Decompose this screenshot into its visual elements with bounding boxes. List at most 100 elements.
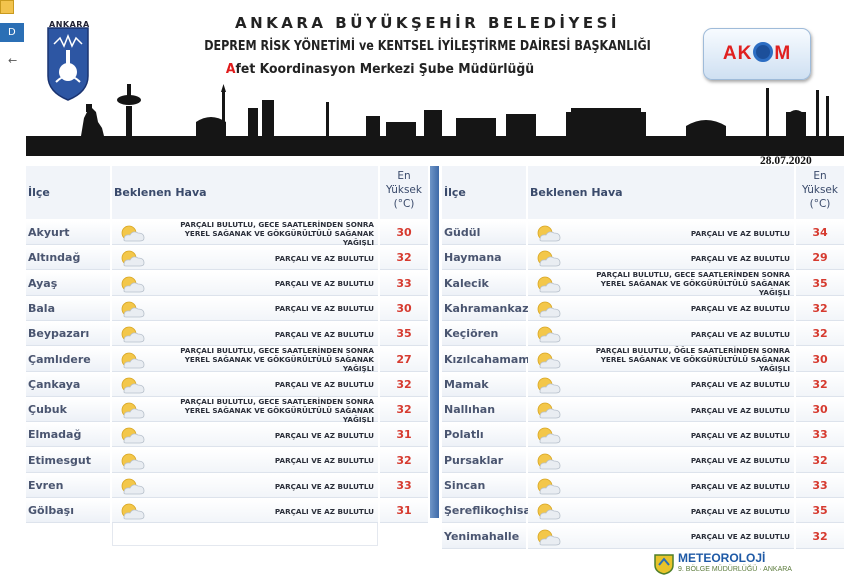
district-name: Etimesgut [26,448,110,473]
partly-cloudy-icon [537,427,561,444]
table-row: Güdül PARÇALI VE AZ BULUTLU 34 [442,221,844,245]
partly-cloudy-icon [121,503,145,520]
forecast-text: PARÇALI VE AZ BULUTLU [274,456,374,466]
table-row: Pursaklar PARÇALI VE AZ BULUTLU 32 [442,448,844,473]
forecast-text: PARÇALI VE AZ BULUTLU [690,380,790,390]
forecast-text: PARÇALI VE AZ BULUTLU [274,279,374,289]
table-row: Elmadağ PARÇALI VE AZ BULUTLU 31 [26,423,428,448]
akom-o-icon [753,42,774,62]
forecast-text: PARÇALI VE AZ BULUTLU [690,304,790,314]
max-temp: 27 [380,347,428,372]
table-row: Yenimahalle PARÇALI VE AZ BULUTLU 32 [442,524,844,549]
table-row: Gölbaşı PARÇALI VE AZ BULUTLU 31 [26,499,428,524]
partly-cloudy-icon [121,276,145,292]
forecast-text: PARÇALI VE AZ BULUTLU [274,253,374,263]
forecast-cell: PARÇALI VE AZ BULUTLU [112,271,378,296]
forecast-text: PARÇALI VE AZ BULUTLU [274,481,374,491]
table-row: Evren PARÇALI VE AZ BULUTLU 33 [26,474,428,498]
partly-cloudy-icon [537,225,561,242]
meteoroloji-logo: METEOROLOJİ 9. BÖLGE MÜDÜRLÜĞÜ · ANKARA [654,551,792,579]
forecast-cell: PARÇALI VE AZ BULUTLU [528,221,794,245]
max-temp: 32 [796,322,844,347]
table-row: Mamak PARÇALI VE AZ BULUTLU 32 [442,372,844,397]
forecast-cell: PARÇALI VE AZ BULUTLU [528,474,794,498]
forecast-text: PARÇALI VE AZ BULUTLU [274,506,374,516]
district-name: Kızılcahamam [442,347,530,372]
forecast-cell: PARÇALI VE AZ BULUTLU [112,448,378,473]
unit-title: Afet Koordinasyon Merkezi Şube Müdürlüğü [168,61,591,77]
forecast-cell: PARÇALI BULUTLU, GECE SAATLERİNDEN SONRA… [112,220,378,247]
partly-cloudy-icon [121,377,145,394]
forecast-text: PARÇALI BULUTLU, GECE SAATLERİNDEN SONRA… [180,396,374,424]
meteoroloji-sub: 9. BÖLGE MÜDÜRLÜĞÜ · ANKARA [678,566,792,573]
forecast-text: PARÇALI VE AZ BULUTLU [690,481,790,491]
forecast-text: PARÇALI VE AZ BULUTLU [274,329,374,339]
partly-cloudy-icon [537,453,561,470]
akom-left: AK [722,43,753,64]
forecast-cell: PARÇALI VE AZ BULUTLU [112,322,378,347]
ankara-logo-icon [47,27,89,101]
table-row: Çankaya PARÇALI VE AZ BULUTLU 32 [26,372,428,397]
district-name: Nallıhan [442,398,526,423]
partly-cloudy-icon [121,326,145,343]
forecast-cell: PARÇALI VE AZ BULUTLU [112,246,378,271]
folder-icon[interactable] [0,0,14,14]
header-max-line3: (°C) [809,198,831,210]
district-name: Keçiören [442,322,526,347]
forecast-cell: PARÇALI BULUTLU, GECE SAATLERİNDEN SONRA… [528,270,794,298]
partly-cloudy-icon [537,478,561,495]
max-temp: 32 [380,246,428,271]
page-title: ANKARA BÜYÜKŞEHİR BELEDİYESİ [234,14,621,32]
header-max-line1: En [397,170,411,182]
max-temp: 32 [796,296,844,321]
table-row: Sincan PARÇALI VE AZ BULUTLU 33 [442,474,844,498]
max-temp: 33 [796,474,844,498]
forecast-cell: PARÇALI VE AZ BULUTLU [112,296,378,321]
akom-logo: AK M [703,28,811,80]
header-max-line2: Yüksek [386,184,422,196]
partly-cloudy-icon [121,301,145,318]
max-temp: 30 [380,221,428,245]
partly-cloudy-icon [121,352,145,368]
header-max-line3: (°C) [393,198,415,210]
browser-tab[interactable]: D [0,23,24,42]
max-temp: 35 [796,271,844,296]
unit-title-initial: A [225,61,236,77]
partly-cloudy-icon [537,326,561,343]
forecast-text: PARÇALI BULUTLU, GECE SAATLERİNDEN SONRA… [596,270,790,298]
table-row: Çubuk PARÇALI BULUTLU, GECE SAATLERİNDEN … [26,396,428,424]
forecast-text: PARÇALI VE AZ BULUTLU [274,430,374,440]
arrow-left-icon[interactable]: ← [8,54,18,67]
partly-cloudy-icon [537,352,561,368]
max-temp: 33 [380,271,428,296]
partly-cloudy-icon [537,503,561,520]
meteoroloji-brand: METEOROLOJİ [678,551,766,565]
district-name: Yenimahalle [442,524,526,549]
header-hava: Beklenen Hava [112,166,378,219]
table-row: Kahramankazan PARÇALI VE AZ BULUTLU 32 [442,296,844,321]
district-name: Güdül [442,221,526,245]
partly-cloudy-icon [121,225,145,242]
forecast-text: PARÇALI VE AZ BULUTLU [690,405,790,415]
empty-cell [112,522,378,546]
table-row: Nallıhan PARÇALI VE AZ BULUTLU 30 [442,398,844,423]
table-row: Kalecik PARÇALI BULUTLU, GECE SAATLERİNDE… [442,270,844,298]
forecast-cell: PARÇALI VE AZ BULUTLU [528,499,794,524]
district-name: Altındağ [26,246,110,271]
max-temp: 32 [380,398,428,423]
forecast-text: PARÇALI VE AZ BULUTLU [690,329,790,339]
district-name: Kahramankazan [442,296,544,321]
district-name: Gölbaşı [26,499,110,524]
district-name: Mamak [442,372,526,397]
partly-cloudy-icon [121,250,145,267]
header-max-temp: En Yüksek (°C) [380,166,428,219]
partly-cloudy-icon [537,402,561,419]
header-hava: Beklenen Hava [528,166,794,219]
forecast-cell: PARÇALI VE AZ BULUTLU [528,296,794,321]
max-temp: 35 [380,322,428,347]
max-temp: 33 [380,474,428,498]
max-temp: 32 [380,448,428,473]
forecast-text: PARÇALI VE AZ BULUTLU [274,380,374,390]
forecast-cell: PARÇALI VE AZ BULUTLU [528,448,794,473]
partly-cloudy-icon [121,402,145,419]
